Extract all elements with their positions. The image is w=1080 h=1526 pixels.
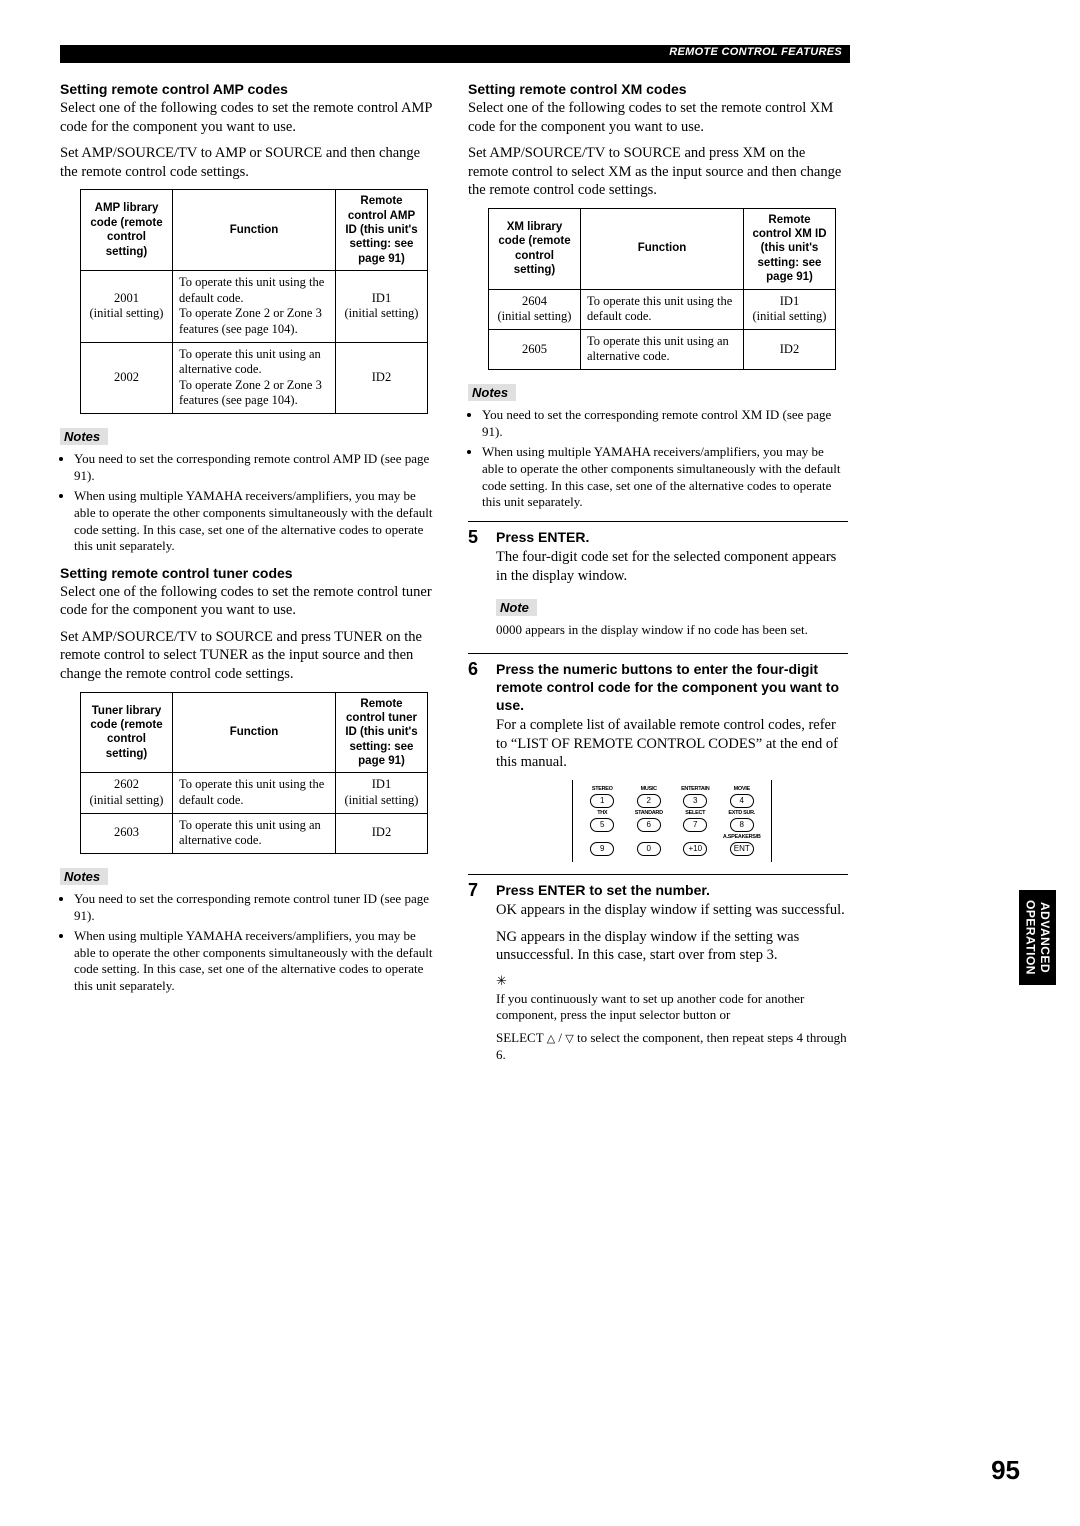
step-number: 6 — [468, 660, 486, 866]
step-body: The four-digit code set for the selected… — [496, 548, 848, 585]
table-row: 2605 To operate this unit using an alter… — [489, 329, 836, 369]
xm-para-2: Set AMP/SOURCE/TV to SOURCE and press XM… — [468, 144, 848, 200]
xm-table: XM library code (remote control setting)… — [488, 208, 836, 370]
amp-para-2: Set AMP/SOURCE/TV to AMP or SOURCE and t… — [60, 144, 440, 181]
list-item: When using multiple YAMAHA receivers/amp… — [74, 488, 440, 555]
step-5: 5 Press ENTER. The four-digit code set f… — [468, 528, 848, 645]
step-7: 7 Press ENTER to set the number. OK appe… — [468, 881, 848, 1069]
notes-label: Notes — [60, 428, 108, 445]
right-column: Setting remote control XM codes Select o… — [468, 77, 848, 1069]
step-body: OK appears in the display window if sett… — [496, 901, 848, 920]
amp-th-2: Function — [173, 190, 336, 271]
step-number: 7 — [468, 881, 486, 1069]
step-body: NG appears in the display window if the … — [496, 928, 848, 965]
table-row: 2002 To operate this unit using an alter… — [81, 342, 428, 414]
page-number: 95 — [991, 1455, 1020, 1486]
tip-text: If you continuously want to set up anoth… — [496, 991, 848, 1024]
notes-label: Notes — [468, 384, 516, 401]
list-item: You need to set the corresponding remote… — [74, 891, 440, 924]
list-item: You need to set the corresponding remote… — [74, 451, 440, 484]
table-row: 2602(initial setting) To operate this un… — [81, 773, 428, 813]
step-number: 5 — [468, 528, 486, 645]
xm-th-3: Remote control XM ID (this unit's settin… — [744, 208, 836, 289]
tip-icon: ✳ — [496, 973, 848, 989]
list-item: When using multiple YAMAHA receivers/amp… — [74, 928, 440, 995]
tuner-th-3: Remote control tuner ID (this unit's set… — [336, 692, 428, 773]
note-label: Note — [496, 599, 537, 616]
list-item: You need to set the corresponding remote… — [482, 407, 848, 440]
down-triangle-icon: ▽ — [565, 1033, 573, 1045]
amp-heading: Setting remote control AMP codes — [60, 81, 440, 97]
tuner-heading: Setting remote control tuner codes — [60, 565, 440, 581]
tuner-th-2: Function — [173, 692, 336, 773]
amp-para-1: Select one of the following codes to set… — [60, 99, 440, 136]
notes-label: Notes — [60, 868, 108, 885]
step-body: For a complete list of available remote … — [496, 716, 848, 772]
tip-text: SELECT △ / ▽ to select the component, th… — [496, 1030, 848, 1063]
side-tab: ADVANCEDOPERATION — [1019, 890, 1056, 985]
step-note: 0000 appears in the display window if no… — [496, 622, 848, 639]
amp-th-3: Remote control AMP ID (this unit's setti… — [336, 190, 428, 271]
step-6: 6 Press the numeric buttons to enter the… — [468, 660, 848, 866]
header-title: REMOTE CONTROL FEATURES — [669, 46, 842, 58]
table-row: 2603 To operate this unit using an alter… — [81, 813, 428, 853]
xm-para-1: Select one of the following codes to set… — [468, 99, 848, 136]
up-triangle-icon: △ — [547, 1033, 555, 1045]
table-row: 2001(initial setting) To operate this un… — [81, 271, 428, 343]
step-title: Press ENTER to set the number. — [496, 881, 848, 899]
amp-th-1: AMP library code (remote control setting… — [81, 190, 173, 271]
tuner-para-1: Select one of the following codes to set… — [60, 583, 440, 620]
tuner-th-1: Tuner library code (remote control setti… — [81, 692, 173, 773]
header-bar: REMOTE CONTROL FEATURES — [60, 45, 850, 63]
left-column: Setting remote control AMP codes Select … — [60, 77, 440, 1069]
keypad-diagram: STEREO1 MUSIC2 ENTERTAIN3 MOVIE4 THX5 ST… — [572, 780, 772, 862]
amp-table: AMP library code (remote control setting… — [80, 189, 428, 414]
xm-notes: You need to set the corresponding remote… — [468, 407, 848, 511]
xm-th-1: XM library code (remote control setting) — [489, 208, 581, 289]
tuner-para-2: Set AMP/SOURCE/TV to SOURCE and press TU… — [60, 628, 440, 684]
step-title: Press the numeric buttons to enter the f… — [496, 660, 848, 715]
xm-th-2: Function — [581, 208, 744, 289]
step-title: Press ENTER. — [496, 528, 848, 546]
amp-notes: You need to set the corresponding remote… — [60, 451, 440, 555]
xm-heading: Setting remote control XM codes — [468, 81, 848, 97]
list-item: When using multiple YAMAHA receivers/amp… — [482, 444, 848, 511]
tuner-notes: You need to set the corresponding remote… — [60, 891, 440, 995]
table-row: 2604(initial setting) To operate this un… — [489, 289, 836, 329]
tuner-table: Tuner library code (remote control setti… — [80, 692, 428, 854]
